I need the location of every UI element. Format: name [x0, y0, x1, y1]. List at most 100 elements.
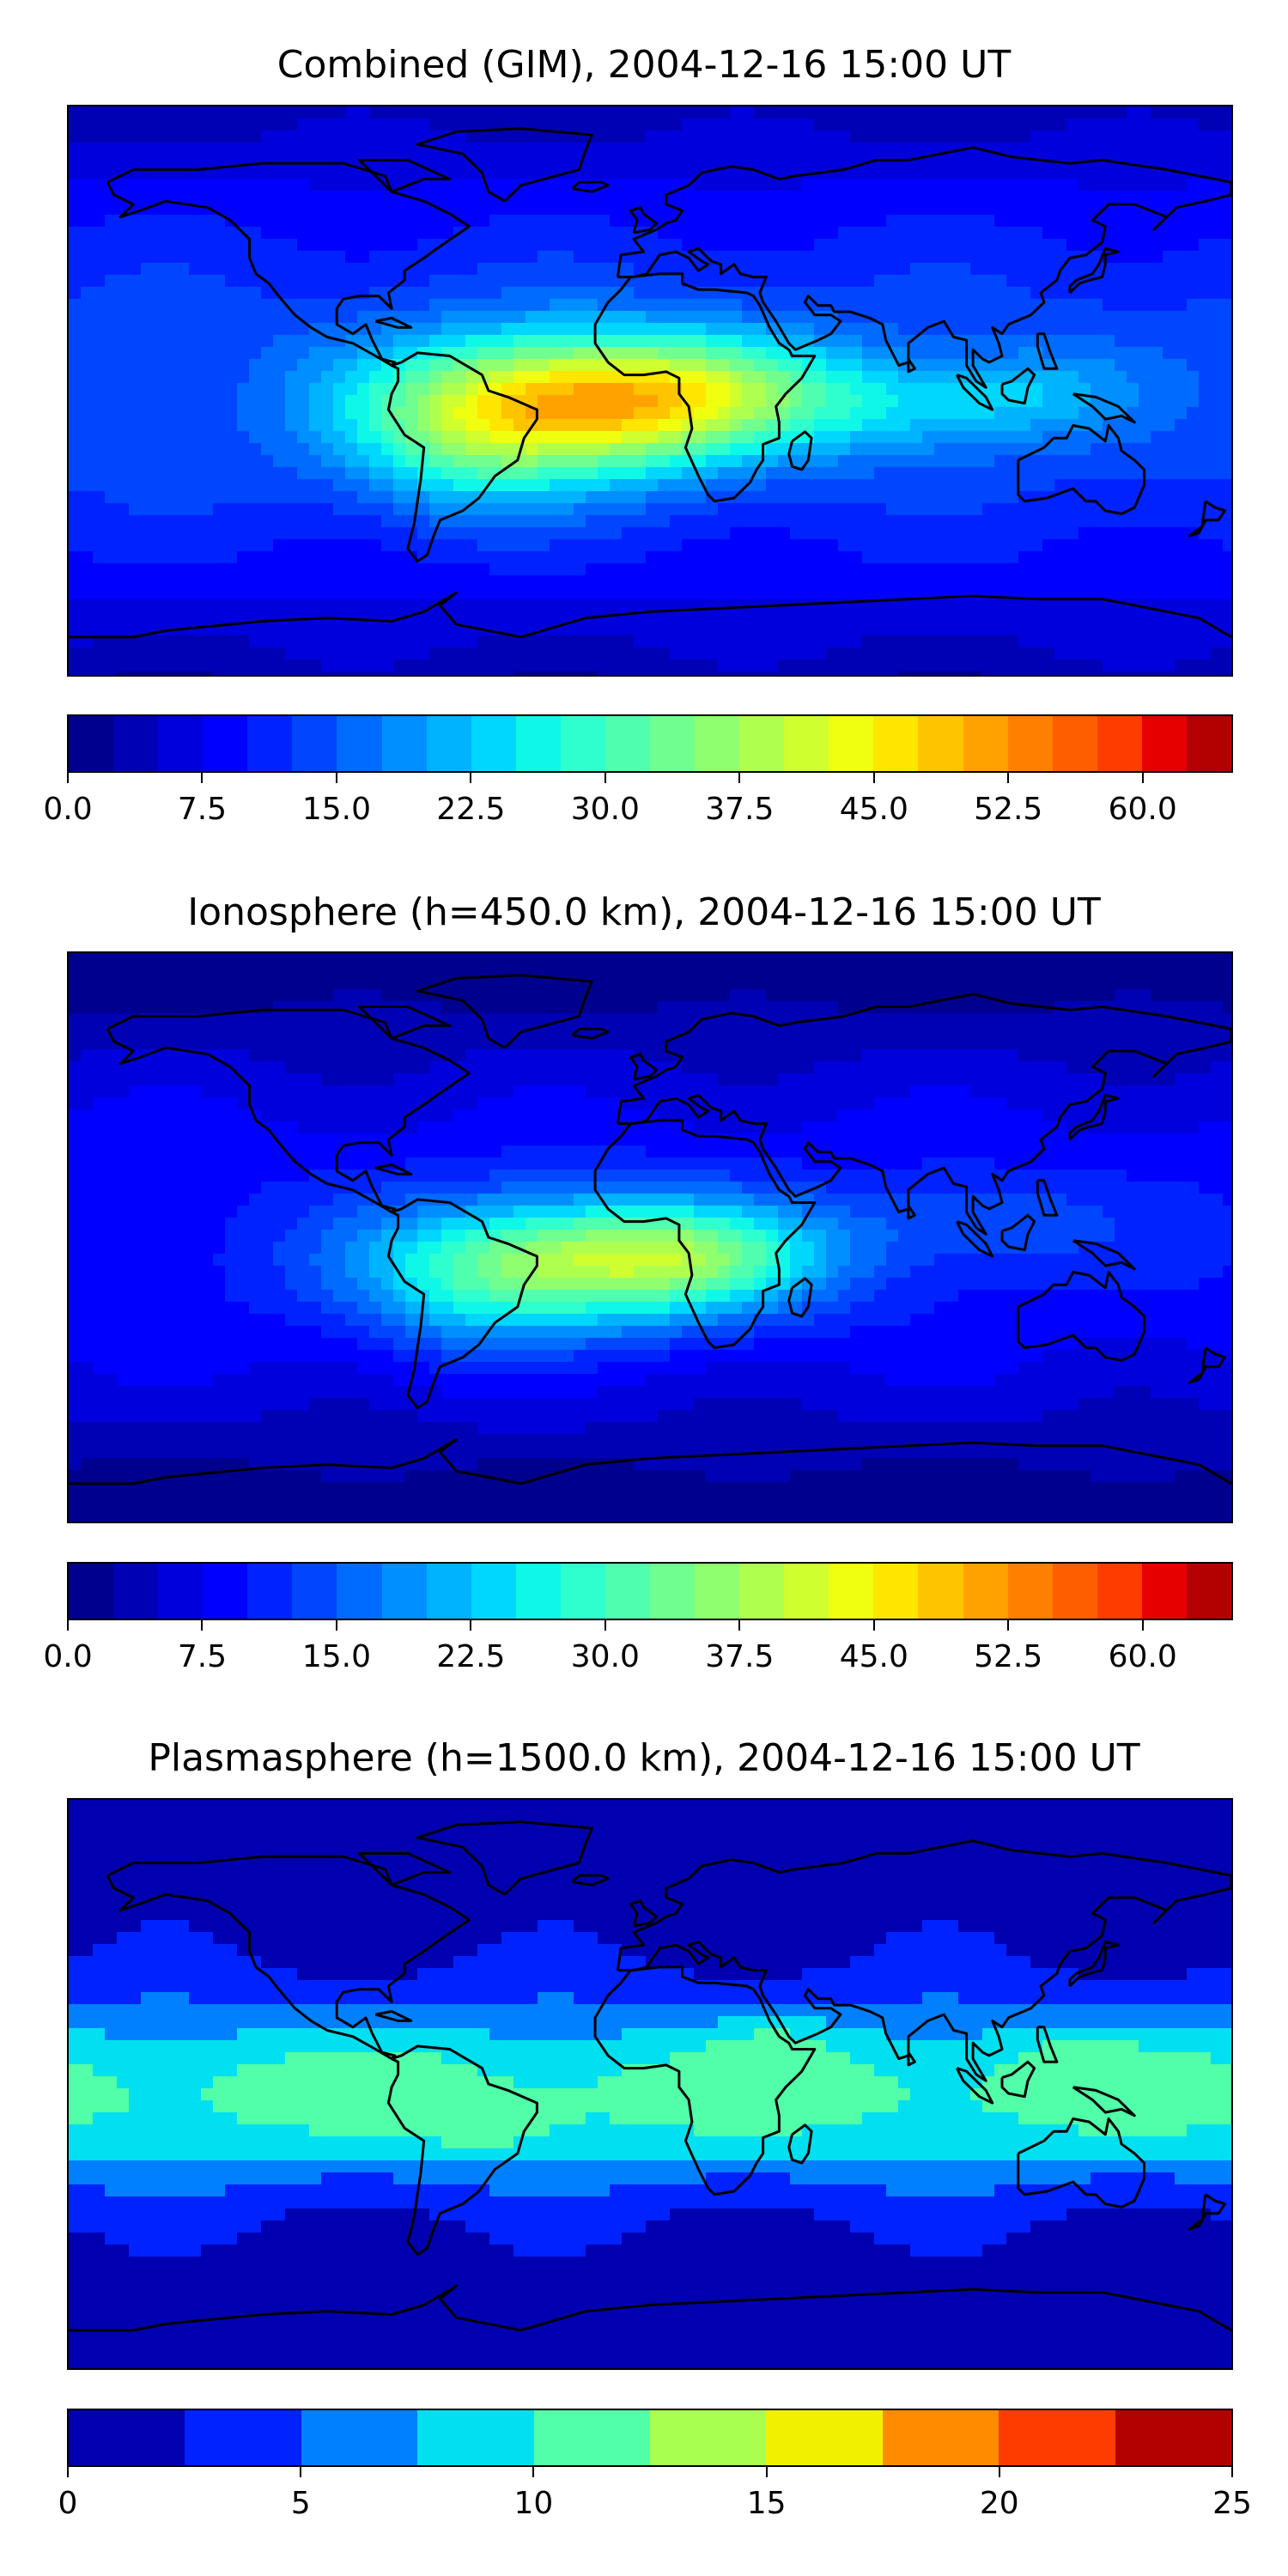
- contour-cell: [874, 503, 887, 516]
- contour-cell: [778, 155, 791, 167]
- contour-cell: [1163, 563, 1176, 576]
- contour-cell: [429, 335, 442, 348]
- contour-cell: [730, 383, 743, 396]
- contour-cell: [706, 965, 719, 978]
- contour-cell: [682, 155, 695, 167]
- contour-cell: [706, 419, 719, 432]
- contour-cell: [333, 323, 346, 336]
- contour-cell: [69, 203, 82, 216]
- contour-cell: [1127, 953, 1139, 966]
- contour-cell: [550, 467, 562, 480]
- contour-cell: [934, 215, 947, 228]
- contour-cell: [610, 647, 623, 660]
- contour-cell: [970, 371, 983, 384]
- contour-cell: [105, 263, 118, 276]
- contour-cell: [285, 215, 298, 228]
- contour-cell: [922, 287, 935, 300]
- contour-cell: [562, 659, 574, 672]
- contour-cell: [453, 575, 466, 588]
- contour-cell: [381, 539, 394, 552]
- contour-cell: [1127, 647, 1139, 660]
- contour-cell: [1211, 443, 1224, 456]
- contour-cell: [1199, 359, 1212, 372]
- contour-cell: [694, 503, 707, 516]
- contour-cell: [453, 671, 466, 675]
- contour-cell: [177, 599, 190, 612]
- contour-cell: [538, 287, 550, 300]
- contour-cell: [441, 551, 454, 564]
- contour-cell: [213, 671, 226, 675]
- contour-cell: [249, 287, 262, 300]
- contour-cell: [129, 977, 142, 990]
- contour-cell: [850, 251, 863, 264]
- contour-cell: [1091, 647, 1103, 660]
- contour-cell: [754, 347, 767, 360]
- contour-cell: [465, 623, 478, 636]
- contour-cell: [1175, 335, 1188, 348]
- contour-cell: [646, 467, 659, 480]
- contour-cell: [261, 106, 274, 119]
- contour-cell: [958, 977, 971, 990]
- contour-cell: [886, 383, 899, 396]
- contour-cell: [730, 527, 743, 540]
- contour-cell: [189, 215, 202, 228]
- contour-cell: [886, 143, 899, 155]
- contour-cell: [670, 106, 683, 119]
- contour-cell: [1139, 671, 1151, 675]
- contour-cell: [405, 227, 418, 240]
- contour-cell: [417, 587, 430, 600]
- contour-cell: [273, 371, 286, 384]
- colorbar-segment: [515, 716, 561, 771]
- contour-cell: [1078, 575, 1091, 588]
- contour-cell: [189, 587, 202, 600]
- contour-cell: [910, 179, 923, 191]
- contour-cell: [718, 251, 731, 264]
- contour-cell: [369, 623, 382, 636]
- contour-cell: [345, 191, 358, 204]
- contour-cell: [742, 563, 755, 576]
- contour-cell: [934, 431, 947, 444]
- contour-cell: [69, 635, 82, 648]
- contour-cell: [297, 371, 310, 384]
- contour-cell: [610, 203, 623, 216]
- contour-cell: [970, 575, 983, 588]
- contour-cell: [333, 977, 346, 990]
- contour-cell: [658, 965, 671, 978]
- contour-cell: [694, 611, 707, 624]
- contour-cell: [153, 611, 166, 624]
- contour-cell: [562, 275, 574, 288]
- contour-cell: [598, 395, 611, 408]
- contour-cell: [1030, 275, 1043, 288]
- contour-cell: [1042, 479, 1055, 492]
- contour-cell: [357, 371, 370, 384]
- contour-cell: [177, 227, 190, 240]
- contour-cell: [81, 359, 94, 372]
- contour-cell: [994, 106, 1007, 119]
- contour-cell: [766, 659, 779, 672]
- contour-cell: [682, 167, 695, 179]
- contour-cell: [501, 419, 514, 432]
- contour-cell: [1187, 515, 1200, 528]
- contour-cell: [730, 106, 743, 119]
- contour-cell: [369, 659, 382, 672]
- contour-cell: [297, 383, 310, 396]
- contour-cell: [754, 227, 767, 240]
- contour-cell: [934, 575, 947, 588]
- contour-cell: [922, 131, 935, 143]
- contour-cell: [646, 455, 659, 468]
- contour-cell: [201, 551, 214, 564]
- contour-cell: [862, 323, 875, 336]
- contour-cell: [501, 539, 514, 552]
- contour-cell: [826, 347, 839, 360]
- contour-cell: [814, 575, 827, 588]
- contour-cell: [309, 467, 322, 480]
- contour-cell: [357, 419, 370, 432]
- contour-cell: [1103, 347, 1115, 360]
- contour-cell: [1151, 299, 1163, 312]
- contour-cell: [898, 623, 911, 636]
- contour-cell: [658, 587, 671, 600]
- contour-cell: [213, 118, 226, 131]
- contour-cell: [586, 623, 598, 636]
- contour-cell: [874, 131, 887, 143]
- contour-cell: [910, 527, 923, 540]
